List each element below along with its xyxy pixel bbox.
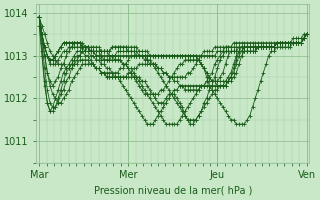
X-axis label: Pression niveau de la mer( hPa ): Pression niveau de la mer( hPa ) <box>94 186 252 196</box>
